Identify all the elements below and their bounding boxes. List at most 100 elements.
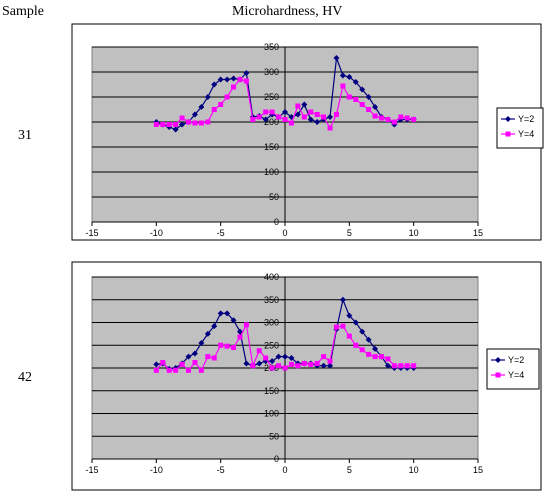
data-point	[398, 363, 404, 369]
data-point	[250, 363, 256, 369]
data-point	[372, 345, 379, 352]
x-tick-label: -10	[150, 465, 163, 475]
data-point	[333, 112, 339, 117]
data-point	[224, 310, 231, 317]
data-point	[321, 354, 327, 360]
legend: Y=2 Y=4	[486, 348, 540, 390]
data-point	[372, 113, 378, 119]
data-point	[204, 94, 211, 100]
data-point	[256, 360, 263, 367]
chart-2: -15-10-5051015050100150200250300350400Y=…	[71, 261, 542, 491]
data-point	[263, 109, 269, 115]
x-tick-label: -10	[150, 228, 163, 238]
data-point	[352, 79, 359, 85]
data-point	[153, 361, 160, 368]
data-point	[186, 367, 191, 373]
data-point	[269, 365, 275, 371]
data-point	[366, 351, 372, 357]
data-point	[339, 296, 346, 303]
column-header-sample: Sample	[2, 4, 44, 19]
legend-label: Y=2	[518, 114, 534, 124]
data-point	[365, 336, 372, 343]
x-tick-label: 15	[473, 228, 483, 238]
data-point	[359, 86, 366, 93]
data-point	[179, 361, 185, 367]
data-point	[231, 345, 237, 351]
data-point	[404, 115, 410, 121]
data-point	[230, 75, 237, 82]
x-tick-label: 15	[473, 465, 483, 475]
data-point	[173, 122, 179, 127]
data-point	[327, 114, 334, 120]
y-tick-label: 350	[264, 295, 279, 305]
y-tick-label: 200	[264, 117, 279, 127]
data-point	[411, 363, 417, 369]
legend-marker	[495, 357, 501, 363]
data-point	[186, 119, 191, 125]
data-point	[346, 74, 353, 80]
data-point	[217, 310, 224, 317]
data-point	[224, 343, 230, 349]
data-point	[333, 324, 339, 330]
data-point	[372, 354, 378, 360]
data-point	[288, 354, 295, 361]
data-point	[295, 103, 301, 109]
data-point	[385, 117, 391, 122]
data-point	[198, 339, 205, 346]
data-point	[192, 360, 198, 366]
data-point	[243, 360, 250, 367]
y-tick-label: 50	[269, 431, 279, 441]
data-point	[205, 354, 211, 360]
data-point	[205, 119, 211, 125]
data-point	[166, 122, 172, 127]
y-tick-label: 50	[269, 192, 279, 202]
data-point	[301, 360, 307, 366]
data-point	[346, 94, 352, 100]
data-point	[237, 334, 243, 340]
data-point	[346, 333, 352, 339]
y-tick-label: 100	[264, 409, 279, 419]
data-point	[314, 112, 320, 117]
data-point	[391, 119, 397, 125]
data-point	[237, 77, 243, 82]
data-point	[217, 76, 224, 83]
legend-marker	[505, 131, 511, 137]
data-point	[275, 353, 282, 360]
y-tick-label: 300	[264, 318, 279, 328]
chart-1: -15 -10 -5 0 5 10 15050100150200250300350Y=2Y=…	[71, 23, 544, 241]
y-tick-label: 400	[264, 272, 279, 282]
data-point	[282, 117, 288, 122]
data-point	[191, 111, 198, 118]
data-point	[282, 353, 288, 360]
data-point	[224, 76, 231, 83]
data-point	[179, 121, 186, 128]
y-tick-label: 350	[264, 42, 279, 52]
data-point	[404, 363, 410, 369]
x-tick-label: 5	[347, 228, 352, 238]
data-point	[384, 362, 391, 369]
data-point	[294, 111, 301, 118]
data-point	[339, 72, 346, 79]
legend-label: Y=4	[508, 370, 524, 380]
data-point	[314, 119, 321, 125]
data-point	[179, 115, 185, 121]
data-point	[211, 81, 218, 88]
data-point	[230, 317, 237, 324]
data-point	[198, 104, 205, 110]
legend-marker	[505, 116, 511, 122]
x-tick-label: -15	[85, 465, 98, 475]
x-tick-label: 10	[409, 465, 419, 475]
data-point	[327, 362, 334, 369]
data-point	[231, 84, 237, 90]
legend-box	[496, 107, 544, 149]
data-point	[391, 363, 397, 369]
data-point	[320, 362, 327, 369]
data-point	[359, 328, 366, 335]
data-point	[269, 109, 275, 115]
data-point	[166, 367, 172, 373]
y-tick-label: 100	[264, 167, 279, 177]
data-point	[269, 358, 276, 365]
data-point	[379, 115, 384, 121]
data-point	[295, 363, 301, 369]
data-point	[224, 94, 230, 100]
